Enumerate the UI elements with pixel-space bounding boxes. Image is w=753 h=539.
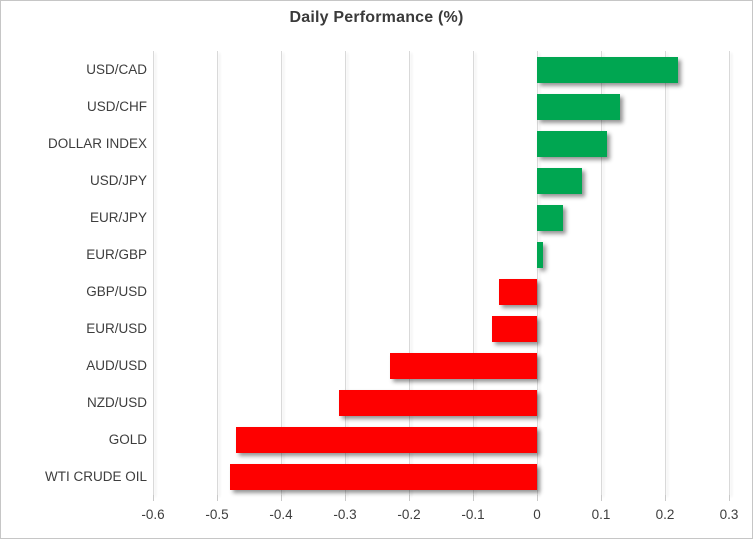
x-axis-tick-label: 0 bbox=[533, 507, 541, 522]
category-label: USD/CAD bbox=[86, 61, 147, 77]
x-axis-tick-label: -0.3 bbox=[333, 507, 357, 522]
x-axis-tick-label: -0.6 bbox=[141, 507, 165, 522]
category-label: WTI CRUDE OIL bbox=[44, 468, 147, 484]
x-axis-tick-label: -0.5 bbox=[205, 507, 229, 522]
category-label: EUR/USD bbox=[86, 320, 147, 336]
category-label: NZD/USD bbox=[87, 394, 147, 410]
x-axis-tick-label: -0.4 bbox=[269, 507, 293, 522]
bar-gbp-usd bbox=[498, 278, 537, 305]
x-axis-tick-label: -0.2 bbox=[397, 507, 421, 522]
category-label: EUR/GBP bbox=[86, 246, 147, 262]
gridline bbox=[153, 51, 154, 495]
bar-usd-cad bbox=[537, 56, 678, 83]
axis-tick-mark bbox=[345, 495, 346, 501]
x-axis-tick-label: -0.1 bbox=[461, 507, 485, 522]
axis-tick-mark bbox=[217, 495, 218, 501]
gridline bbox=[537, 51, 538, 495]
axis-tick-mark bbox=[281, 495, 282, 501]
gridline bbox=[473, 51, 474, 495]
x-axis-tick-label: 0.1 bbox=[591, 507, 611, 522]
axis-tick-mark bbox=[729, 495, 730, 501]
bar-usd-chf bbox=[537, 93, 621, 120]
axis-tick-mark bbox=[153, 495, 154, 501]
x-axis-tick-label: 0.3 bbox=[719, 507, 739, 522]
axis-tick-mark bbox=[473, 495, 474, 501]
category-label: USD/JPY bbox=[89, 172, 147, 188]
axis-tick-mark bbox=[537, 495, 538, 501]
gridline bbox=[729, 51, 730, 495]
gridline bbox=[601, 51, 602, 495]
plot-area bbox=[153, 51, 730, 501]
category-label: AUD/USD bbox=[86, 357, 147, 373]
axis-tick-mark bbox=[409, 495, 410, 501]
gridline bbox=[217, 51, 218, 495]
category-label: USD/CHF bbox=[87, 98, 147, 114]
category-label: DOLLAR INDEX bbox=[47, 135, 147, 151]
gridline bbox=[409, 51, 410, 495]
bar-wti-crude-oil bbox=[229, 463, 537, 490]
bar-eur-usd bbox=[492, 315, 537, 342]
chart-title: Daily Performance (%) bbox=[289, 9, 464, 26]
bar-aud-usd bbox=[389, 352, 537, 379]
bar-eur-gbp bbox=[537, 241, 544, 268]
bar-usd-jpy bbox=[537, 167, 582, 194]
bar-gold bbox=[236, 426, 537, 453]
category-label: GOLD bbox=[108, 431, 147, 447]
bar-dollar-index bbox=[537, 130, 608, 157]
category-label: EUR/JPY bbox=[89, 209, 147, 225]
category-label: GBP/USD bbox=[86, 283, 147, 299]
bar-nzd-usd bbox=[338, 389, 537, 416]
gridline bbox=[281, 51, 282, 495]
x-axis-tick-label: 0.2 bbox=[655, 507, 675, 522]
gridline bbox=[665, 51, 666, 495]
axis-tick-mark bbox=[665, 495, 666, 501]
bar-eur-jpy bbox=[537, 204, 563, 231]
gridline bbox=[345, 51, 346, 495]
axis-tick-mark bbox=[601, 495, 602, 501]
